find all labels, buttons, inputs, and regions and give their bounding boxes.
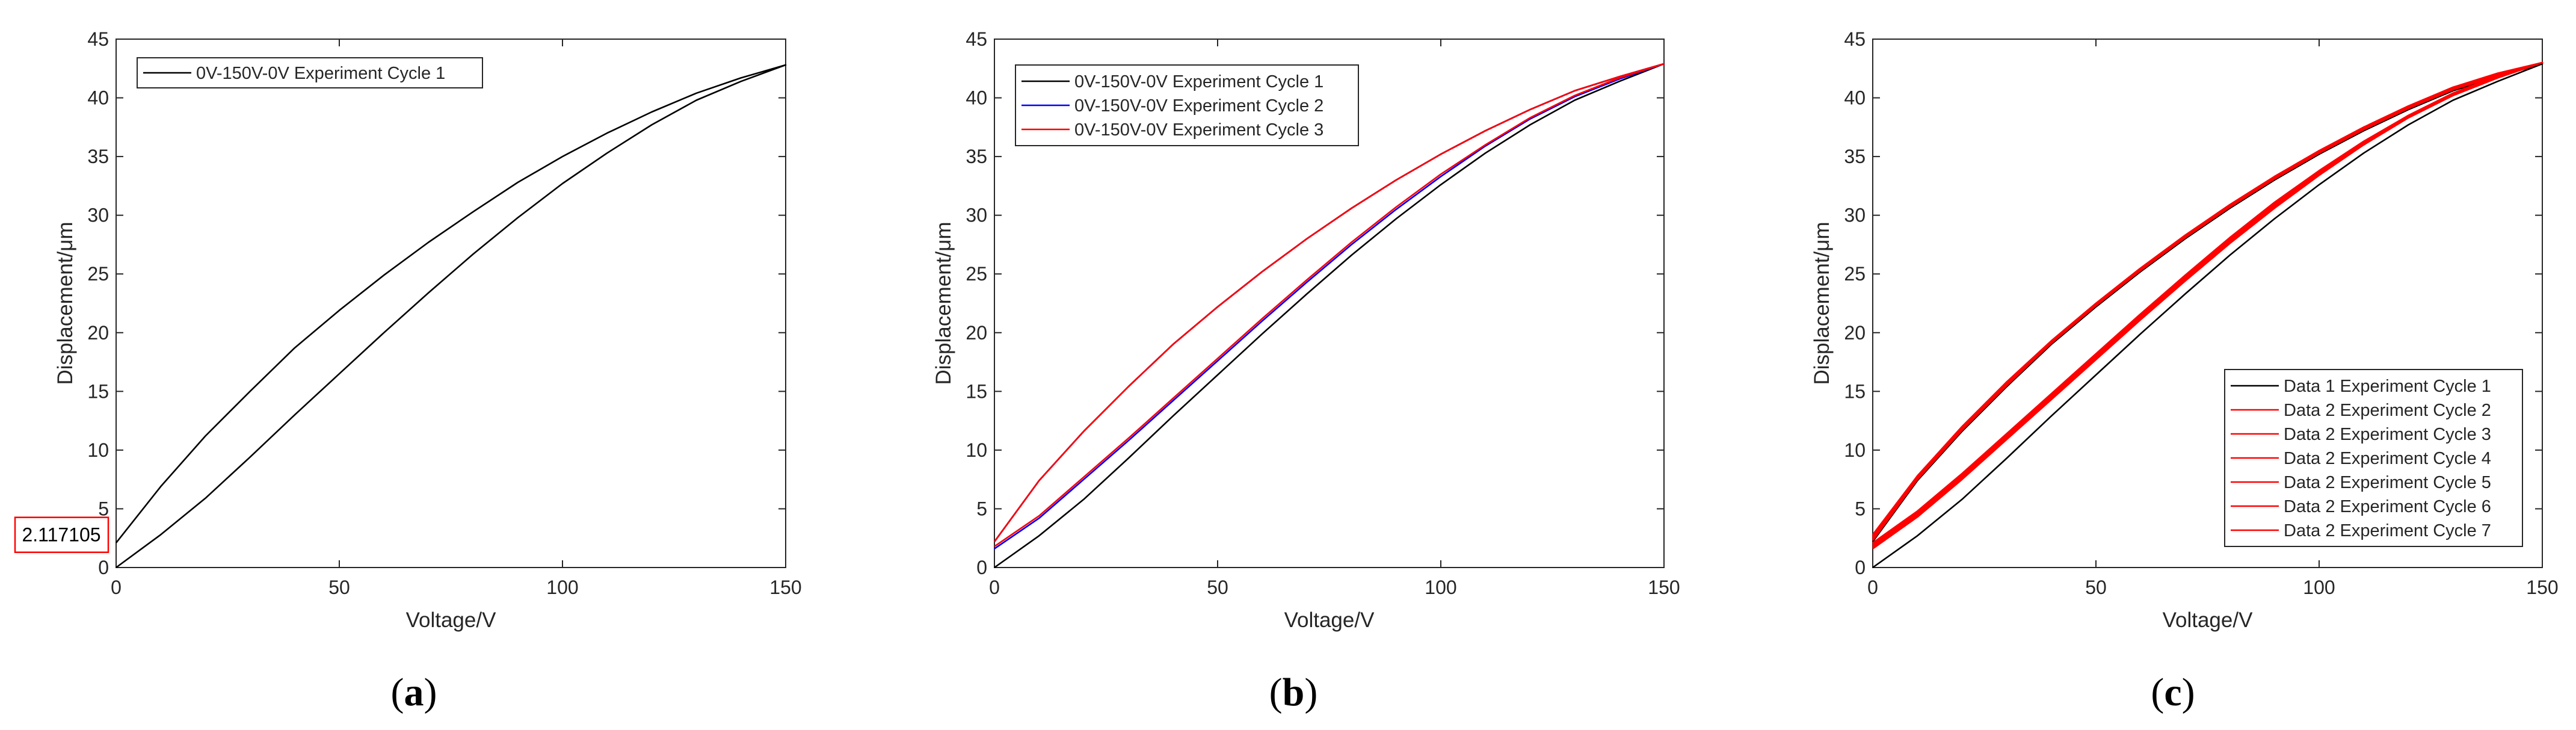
y-tick-label: 25: [1844, 263, 1866, 285]
callout-value: 2.117105: [22, 524, 100, 546]
legend-label: 0V-150V-0V Experiment Cycle 2: [1074, 96, 1323, 116]
y-tick-label: 15: [1844, 380, 1866, 402]
y-tick-label: 35: [1844, 146, 1866, 167]
x-tick-label: 150: [769, 577, 801, 598]
legend-label: Data 2 Experiment Cycle 7: [2284, 521, 2491, 540]
panel-label-close: ): [1304, 670, 1317, 714]
y-tick-label: 35: [966, 146, 987, 167]
legend-label: Data 2 Experiment Cycle 5: [2284, 473, 2491, 492]
x-tick-label: 100: [546, 577, 578, 598]
x-tick-label: 50: [2085, 577, 2107, 598]
x-axis-label: Voltage/V: [2163, 608, 2253, 632]
y-tick-label: 5: [976, 498, 987, 519]
series-line-3: [993, 63, 1665, 547]
panel-label-open: (: [1269, 670, 1283, 714]
y-tick-label: 15: [87, 380, 109, 402]
y-tick-label: 20: [966, 322, 987, 344]
y-tick-label: 20: [87, 322, 109, 344]
legend-label: Data 2 Experiment Cycle 3: [2284, 425, 2491, 444]
series-line-1: [1872, 63, 2544, 569]
x-tick-label: 100: [2303, 577, 2335, 598]
chart-panel-b: 0 50 100 150 0 5 10 15 20 25 30 35 40 45 Voltage/V Disp…: [932, 28, 1680, 714]
x-axis-label: Voltage/V: [1284, 608, 1375, 632]
x-tick-label: 0: [989, 577, 1000, 598]
x-tick-label: 100: [1425, 577, 1456, 598]
legend: 0V-150V-0V Experiment Cycle 1 0V-150V-0V …: [1015, 64, 1359, 146]
x-tick-label: 150: [1648, 577, 1680, 598]
y-tick-label: 5: [1855, 498, 1866, 519]
legend-label: 0V-150V-0V Experiment Cycle 1: [1074, 72, 1323, 91]
y-axis-label: Displacement/μm: [932, 221, 955, 385]
y-tick-label: 0: [1855, 557, 1866, 578]
x-tick-label: 150: [2526, 577, 2558, 598]
legend-label: 0V-150V-0V Experiment Cycle 1: [196, 64, 445, 83]
panel-label-open: (: [391, 670, 404, 714]
y-tick-label: 30: [1844, 205, 1866, 226]
chart-panel-a: 0 50 100 150 0 5 10 15 20 25 30 35 40 45 Voltage/V Disp…: [14, 28, 802, 714]
y-tick-label: 45: [87, 28, 109, 50]
panel-label-letter: a: [404, 670, 424, 714]
panel-label-letter: c: [2164, 670, 2181, 714]
series-line-7: [1872, 61, 2544, 544]
y-tick-label: 25: [966, 263, 987, 285]
panel-label-open: (: [2151, 670, 2164, 714]
y-tick-label: 40: [87, 87, 109, 109]
y-tick-label: 35: [87, 146, 109, 167]
legend: 0V-150V-0V Experiment Cycle 1: [137, 57, 483, 88]
legend-box: [1015, 64, 1359, 146]
y-tick-label: 25: [87, 263, 109, 285]
y-tick-label: 5: [98, 498, 109, 519]
x-tick-label: 0: [111, 577, 122, 598]
y-tick-label: 10: [1844, 439, 1866, 461]
y-tick-label: 30: [966, 205, 987, 226]
y-axis-label: Displacement/μm: [54, 221, 77, 385]
x-tick-label: 50: [1207, 577, 1228, 598]
panel-label: (a): [391, 670, 437, 714]
legend-label: Data 2 Experiment Cycle 4: [2284, 449, 2491, 468]
value-callout: 2.117105: [14, 516, 109, 553]
plot-frame: [1872, 39, 2543, 568]
legend-box: [137, 57, 483, 88]
y-tick-label: 10: [966, 439, 987, 461]
plot-frame: [994, 39, 1665, 568]
legend-label: Data 2 Experiment Cycle 6: [2284, 497, 2491, 516]
legend-label: Data 1 Experiment Cycle 1: [2284, 377, 2491, 396]
x-tick-label: 50: [328, 577, 350, 598]
legend-label: 0V-150V-0V Experiment Cycle 3: [1074, 120, 1323, 140]
panel-label-close: ): [2182, 670, 2195, 714]
y-tick-label: 0: [976, 557, 987, 578]
y-tick-label: 15: [966, 380, 987, 402]
x-tick-label: 0: [1867, 577, 1878, 598]
y-tick-label: 30: [87, 205, 109, 226]
series-line-1: [115, 64, 787, 569]
y-tick-label: 20: [1844, 322, 1866, 344]
panel-label-letter: b: [1283, 670, 1305, 714]
y-tick-label: 40: [966, 87, 987, 109]
chart-panel-c: 0 50 100 150 0 5 10 15 20 25 30 35 40 45 Voltage/V Disp…: [1810, 28, 2559, 714]
y-tick-label: 0: [98, 557, 109, 578]
callout-box: [14, 516, 109, 553]
y-axis-label: Displacement/μm: [1810, 221, 1834, 385]
x-axis-label: Voltage/V: [406, 608, 496, 632]
panel-label: (c): [2151, 670, 2195, 714]
y-tick-label: 45: [1844, 28, 1866, 50]
y-tick-label: 40: [1844, 87, 1866, 109]
legend: Data 1 Experiment Cycle 1 Data 2 Experime…: [2224, 369, 2523, 547]
y-tick-label: 45: [966, 28, 987, 50]
plot-frame: [116, 39, 786, 568]
legend-label: Data 2 Experiment Cycle 2: [2284, 401, 2491, 420]
y-tick-label: 10: [87, 439, 109, 461]
panel-label: (b): [1269, 670, 1318, 714]
panel-label-close: ): [424, 670, 437, 714]
